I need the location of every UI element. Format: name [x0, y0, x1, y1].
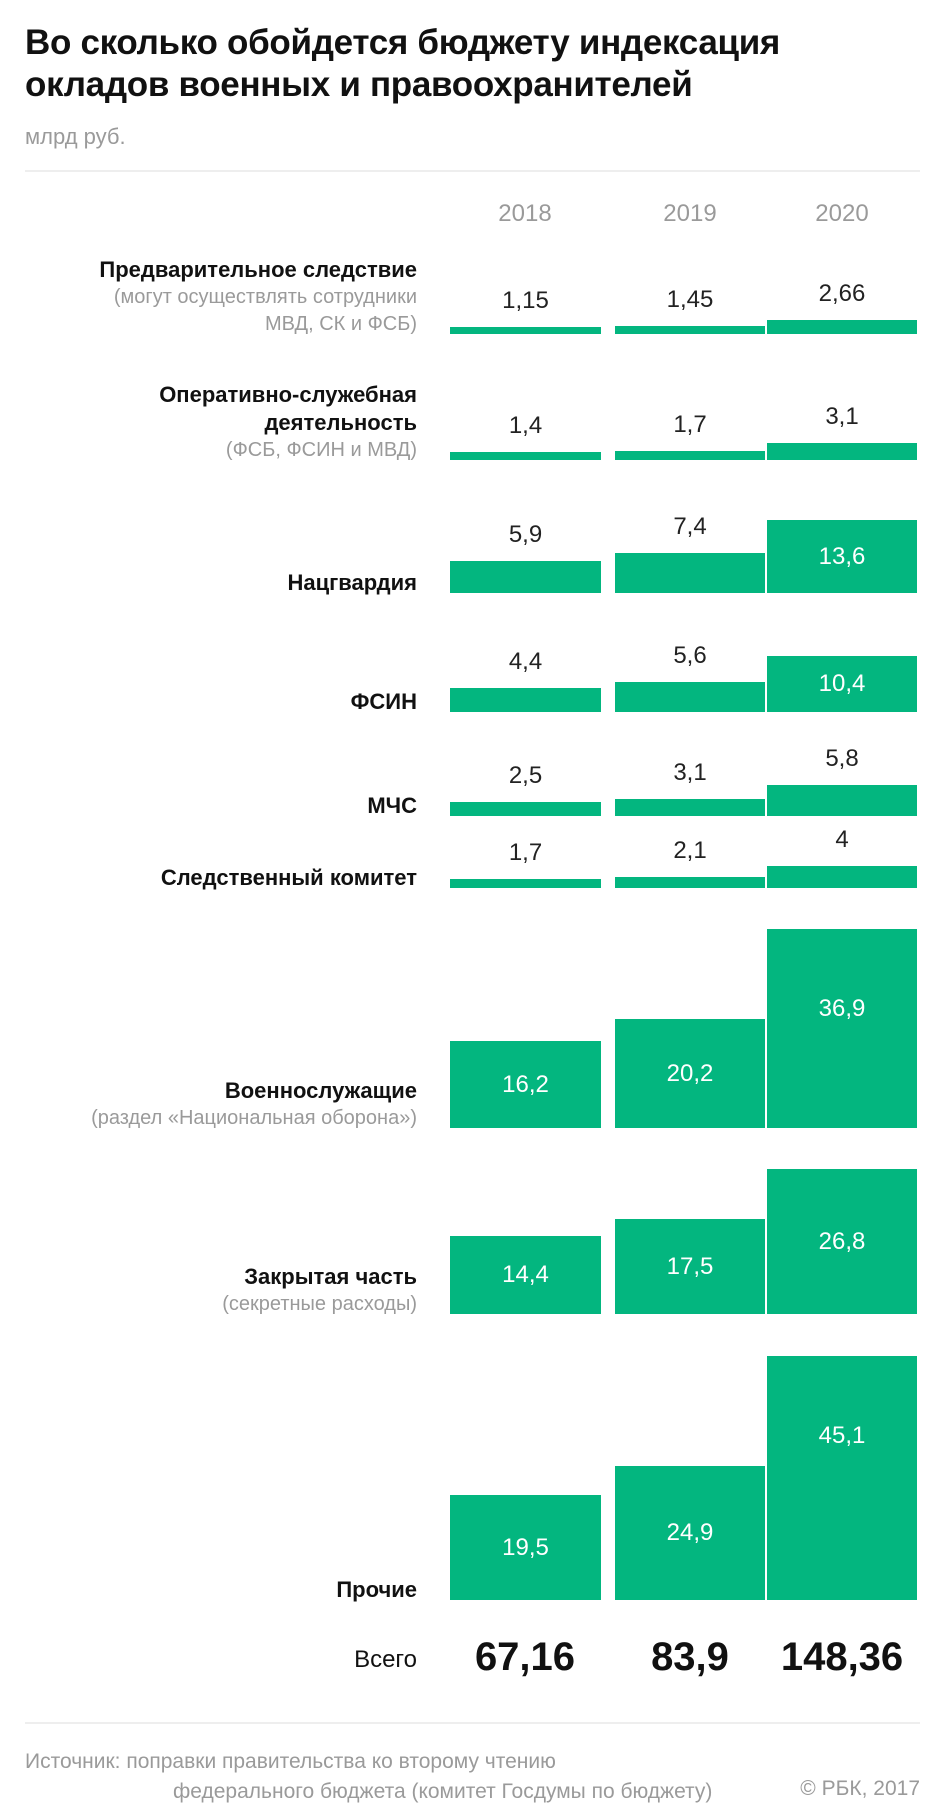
bar-2018: [450, 327, 601, 334]
bar-2019: [615, 877, 765, 888]
bar-2020: [767, 1356, 917, 1600]
row-label: ФСИН: [0, 688, 417, 716]
bar-2018: [450, 561, 601, 593]
total-2020: 148,36: [780, 1635, 904, 1679]
bar-value-label: 3,1: [825, 403, 859, 430]
bar-value-label: 13,6: [818, 542, 866, 570]
bottom-divider: [25, 1722, 920, 1724]
row-label: Прочие: [0, 1576, 417, 1604]
bar-value-label: 26,8: [818, 1227, 866, 1255]
total-2019: 83,9: [651, 1635, 729, 1679]
bar-2018: [450, 1236, 601, 1314]
row-title: Военнослужащие: [224, 1078, 417, 1103]
row-label: Закрытая часть (секретные расходы): [0, 1263, 417, 1318]
row-subtitle: (ФСБ, ФСИН и МВД): [225, 439, 417, 461]
bar-value-label: 5,8: [825, 745, 859, 772]
bar-value-label: 1,7: [508, 839, 543, 866]
year-header-2020: 2020: [815, 200, 869, 227]
bar-2019: [615, 1019, 765, 1128]
bar-2019: [615, 682, 765, 712]
row-label: Оперативно-служебная деятельность (ФСБ, ФС…: [0, 381, 417, 464]
total-label: Всего: [354, 1646, 417, 1673]
row-title: Прочие: [336, 1577, 417, 1602]
copyright: © РБК, 2017: [800, 1777, 920, 1800]
bar-2018: [450, 879, 601, 888]
bar-value-label: 1,45: [666, 286, 714, 313]
row-label: Нацгвардия: [0, 569, 418, 597]
source-line-1: Источник: поправки правительства ко втор…: [25, 1750, 556, 1773]
source-note: Источник: поправки правительства ко втор…: [25, 1747, 712, 1807]
row-subtitle: (могут осуществлять сотрудники: [113, 286, 417, 308]
bar-value-label: 20,2: [666, 1059, 714, 1087]
bar-2020: [767, 443, 917, 460]
bar-2019: [615, 1466, 765, 1600]
bar-value-label: 24,9: [666, 1519, 714, 1546]
bar-value-label: 10,4: [818, 670, 866, 697]
row-title: Предварительное следствие: [99, 257, 417, 282]
bar-value-label: 16,2: [502, 1070, 549, 1098]
bar-value-label: 19,5: [502, 1533, 549, 1561]
bar-2019: [615, 553, 765, 593]
bar-value-label: 45,1: [818, 1422, 866, 1449]
bar-2020: [767, 520, 917, 593]
chart-title: Во сколько обойдется бюджету индексация …: [25, 23, 781, 104]
chart-unit: млрд руб.: [25, 124, 126, 149]
top-divider: [25, 170, 920, 172]
bar-value-label: 1,15: [502, 287, 549, 314]
bar-2019: [615, 451, 765, 460]
row-title: Нацгвардия: [287, 570, 418, 595]
row-title: деятельность: [264, 410, 417, 435]
bar-value-label: 1,4: [508, 412, 543, 439]
row-subtitle: МВД, СК и ФСБ): [264, 313, 417, 335]
bar-2018: [450, 688, 601, 712]
row-title: Оперативно-служебная: [159, 382, 417, 407]
bar-value-label: 2,66: [818, 280, 866, 307]
bar-2019: [615, 799, 765, 816]
bar-value-label: 3,1: [673, 759, 707, 786]
row-subtitle: (раздел «Национальная оборона»): [91, 1107, 417, 1129]
total-2018: 67,16: [474, 1635, 576, 1679]
row-label: МЧС: [0, 792, 417, 820]
row-label: Следственный комитет: [0, 864, 417, 892]
bar-value-label: 2,1: [673, 837, 707, 864]
bar-value-label: 14,4: [502, 1261, 549, 1288]
bar-2020: [767, 929, 917, 1128]
row-subtitle: (секретные расходы): [222, 1293, 417, 1315]
row-title: МЧС: [367, 793, 417, 818]
bar-value-label: 5,9: [508, 521, 543, 548]
bar-2020: [767, 1169, 917, 1314]
row-label: Военнослужащие (раздел «Национальная обор…: [0, 1077, 417, 1132]
bar-2018: [450, 1041, 601, 1128]
year-header-2019: 2019: [663, 200, 717, 227]
bar-value-label: 5,6: [673, 642, 707, 669]
row-title: Следственный комитет: [160, 865, 417, 890]
source-line-2: федерального бюджета (комитет Госдумы по…: [173, 1780, 713, 1803]
row-title: ФСИН: [350, 689, 417, 714]
bar-2018: [450, 802, 601, 816]
bar-value-label: 36,9: [818, 995, 866, 1022]
bar-2020: [767, 866, 917, 888]
bar-value-label: 4,4: [508, 648, 543, 675]
bar-2020: [767, 320, 917, 334]
row-label: Предварительное следствие (могут осуществ…: [0, 256, 417, 338]
bar-2019: [615, 1219, 765, 1314]
bar-value-label: 1,7: [673, 411, 707, 438]
bar-value-label: 7,4: [673, 513, 707, 540]
bar-2020: [767, 656, 917, 712]
bar-2018: [450, 452, 601, 460]
row-title: Закрытая часть: [244, 1264, 417, 1289]
bar-2020: [767, 785, 917, 816]
bar-value-label: 17,5: [666, 1252, 714, 1280]
bar-2018: [450, 1495, 601, 1600]
year-header-2018: 2018: [498, 200, 552, 227]
bar-value-label: 2,5: [508, 762, 543, 789]
bar-2019: [615, 326, 765, 334]
bar-value-label: 4: [835, 826, 849, 853]
